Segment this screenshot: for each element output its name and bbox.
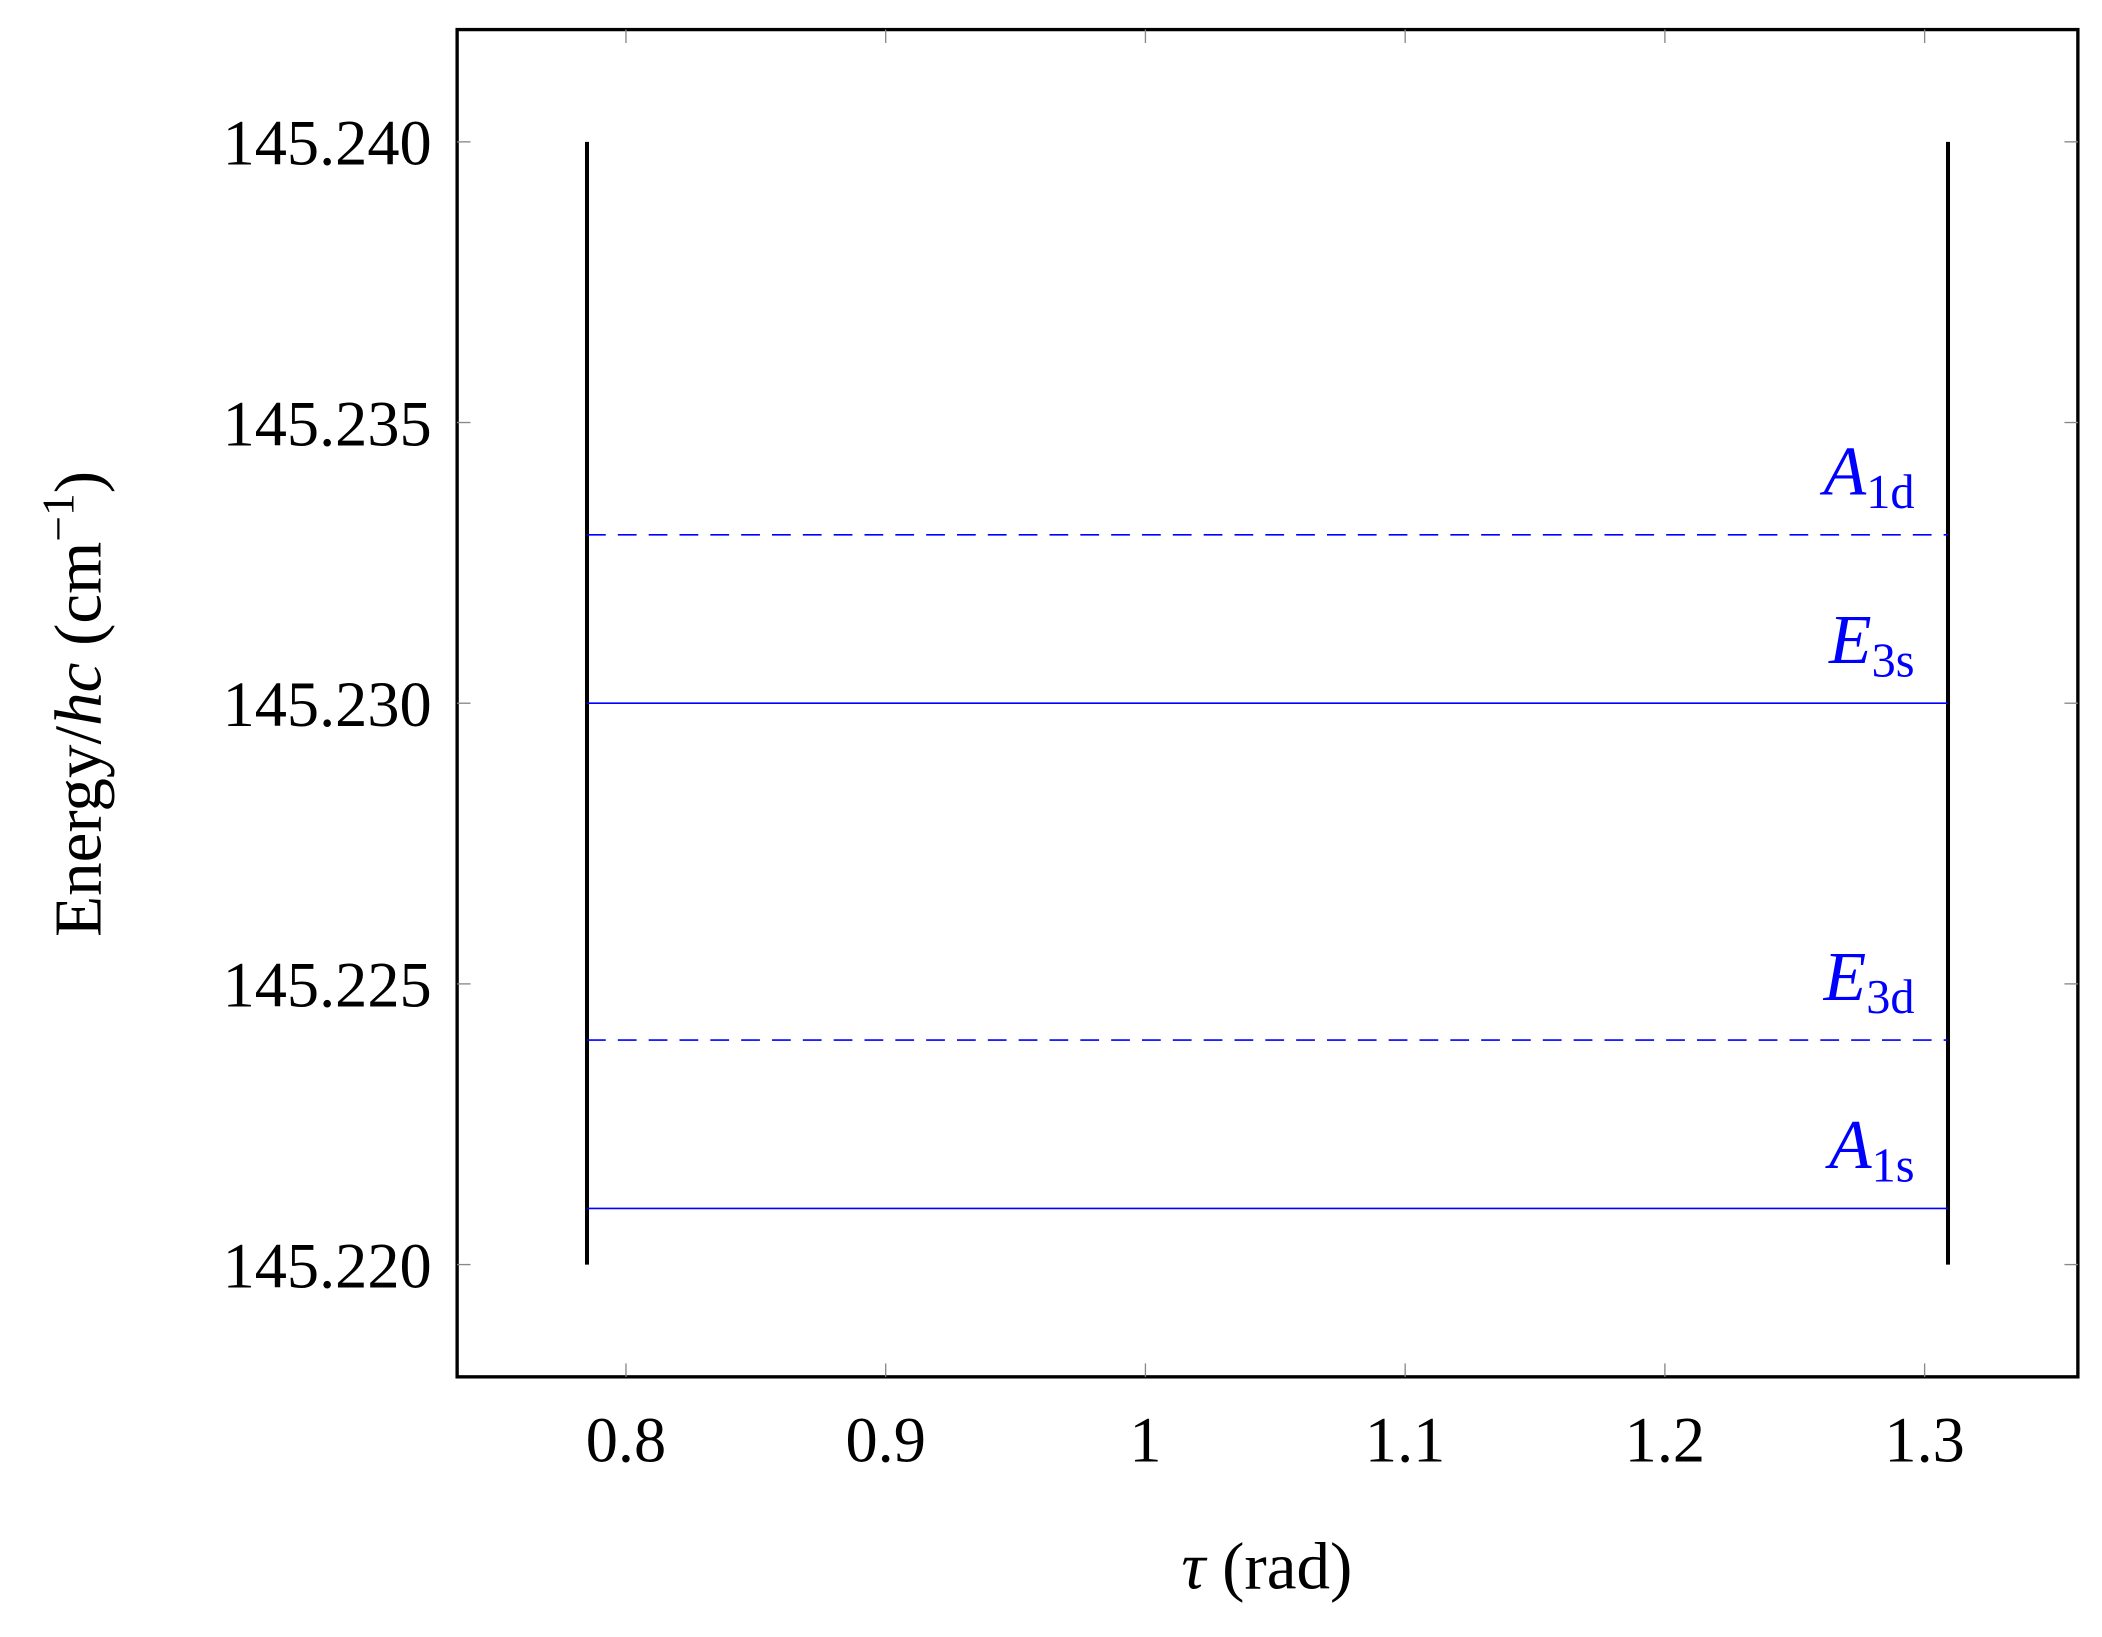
x-tick-label: 0.8 <box>586 1404 666 1475</box>
x-tick-label: 1.1 <box>1365 1404 1445 1475</box>
level-label-sub: 1s <box>1872 1140 1915 1193</box>
x-tick-label: 1 <box>1129 1404 1161 1475</box>
level-label: A1d <box>1820 434 1915 519</box>
level-label-main: E <box>1828 602 1872 679</box>
y-tick-label: 145.220 <box>223 1230 432 1301</box>
level-label-main: A <box>1825 1107 1872 1184</box>
level-label-sub: 3d <box>1866 971 1914 1024</box>
x-label-part: (rad) <box>1205 1530 1352 1604</box>
level-label-main: E <box>1823 939 1867 1016</box>
y-label-part: Energy/ <box>42 726 116 937</box>
y-tick-label: 145.240 <box>223 108 432 179</box>
x-label-part: τ <box>1181 1530 1208 1604</box>
y-tick-label: 145.225 <box>223 950 432 1021</box>
x-tick-label: 1.3 <box>1884 1404 1964 1475</box>
level-label-main: A <box>1820 434 1867 511</box>
level-label-sub: 3s <box>1872 634 1915 687</box>
y-tick-label: 145.230 <box>223 669 432 740</box>
x-tick-label: 1.2 <box>1625 1404 1705 1475</box>
x-tick-label: 0.9 <box>845 1404 925 1475</box>
level-label: E3d <box>1823 939 1915 1024</box>
y-label-part: ) <box>42 471 116 493</box>
level-label: A1s <box>1825 1107 1914 1192</box>
y-label-part: −1 <box>33 493 84 541</box>
level-label: E3s <box>1828 602 1914 687</box>
y-tick-label: 145.235 <box>223 388 432 459</box>
y-axis-label: Energy/hc (cm−1) <box>33 471 116 937</box>
y-label-part: (cm <box>42 542 116 663</box>
y-label-part: hc <box>42 662 116 726</box>
x-axis-label: τ (rad) <box>1181 1530 1352 1604</box>
level-label-sub: 1d <box>1866 466 1914 519</box>
